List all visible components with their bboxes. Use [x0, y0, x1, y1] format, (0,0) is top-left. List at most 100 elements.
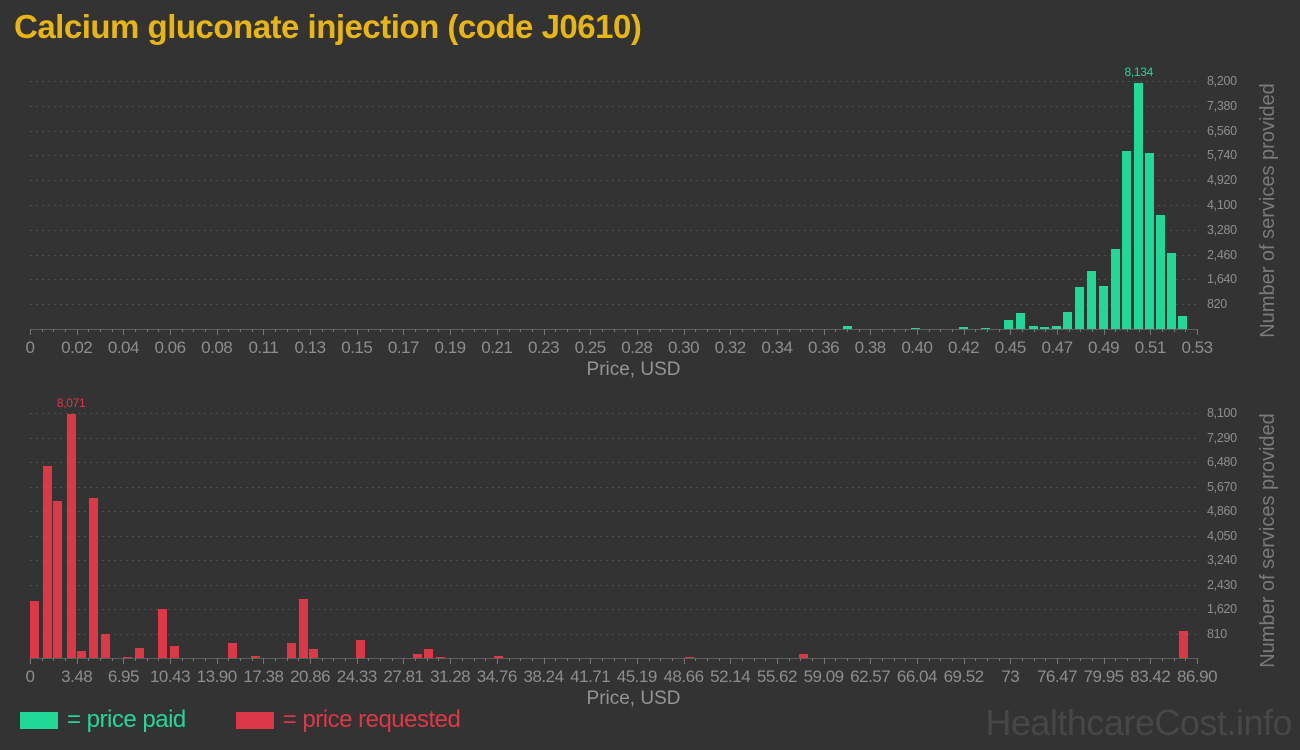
x-axis-tick	[555, 329, 557, 332]
x-axis-tick	[1045, 329, 1047, 332]
x-axis-tick	[846, 658, 848, 661]
bar-price-requested[interactable]	[169, 646, 179, 658]
bar-price-requested[interactable]	[100, 634, 110, 658]
bar-price-requested[interactable]	[30, 600, 39, 658]
x-axis-tick	[730, 329, 732, 335]
bar-price-requested[interactable]	[298, 599, 308, 658]
x-axis-tick	[438, 658, 440, 661]
bar-price-paid[interactable]	[1039, 327, 1049, 329]
x-axis-tick	[1138, 329, 1140, 332]
bar-price-requested[interactable]	[684, 657, 694, 658]
x-tick-label: 0.13	[294, 338, 327, 357]
bar-price-requested[interactable]	[355, 640, 365, 658]
gridline	[30, 254, 1197, 256]
gridline	[30, 130, 1197, 132]
x-axis-tick	[671, 658, 673, 661]
x-axis-tick	[916, 658, 918, 664]
x-axis-title: Price, USD	[586, 359, 681, 380]
bar-price-requested[interactable]	[42, 465, 52, 658]
x-axis-tick	[753, 658, 755, 661]
bar-price-requested[interactable]	[66, 413, 76, 658]
x-axis-tick	[380, 658, 382, 661]
x-axis-tick	[310, 329, 312, 335]
gridline	[30, 180, 1197, 182]
bar-price-requested[interactable]	[228, 642, 238, 658]
x-axis-tick	[100, 329, 101, 332]
y-tick-label: 7,380	[1207, 98, 1237, 113]
bar-price-paid[interactable]	[910, 327, 920, 329]
bar-price-paid[interactable]	[1004, 319, 1014, 329]
x-tick-label: 0.28	[621, 338, 653, 357]
bar-price-paid[interactable]	[1122, 150, 1132, 329]
plot-area: 8,134	[30, 65, 1197, 329]
bar-price-paid[interactable]	[1051, 326, 1061, 329]
legend-label-price-requested: = price requested	[282, 706, 461, 733]
gridline	[30, 229, 1197, 231]
x-axis-tick	[450, 658, 452, 664]
bar-price-paid[interactable]	[1016, 313, 1026, 329]
bar-price-paid[interactable]	[1178, 316, 1188, 329]
bar-price-paid[interactable]	[1145, 152, 1155, 329]
x-tick-label: 6.95	[107, 667, 140, 686]
x-axis-tick	[356, 658, 358, 664]
x-axis-tick	[88, 658, 90, 661]
bar-price-paid[interactable]	[1111, 248, 1121, 329]
bar-price-paid[interactable]	[1156, 215, 1166, 329]
bar-price-paid[interactable]	[1134, 83, 1144, 329]
bar-price-requested[interactable]	[309, 649, 319, 658]
bar-price-paid[interactable]	[981, 328, 991, 329]
bar-price-paid[interactable]	[1099, 286, 1108, 329]
y-tick-label: 3,280	[1207, 222, 1237, 237]
x-tick-label: 48.66	[663, 667, 704, 686]
bar-price-paid[interactable]	[842, 326, 852, 329]
page-title: Calcium gluconate injection (code J0610)	[14, 8, 642, 45]
x-axis-tick	[1080, 658, 1082, 661]
x-axis-tick	[1138, 658, 1140, 661]
x-axis-tick	[310, 658, 312, 664]
x-axis-tick	[1162, 658, 1163, 661]
x-axis-tick	[1185, 329, 1187, 332]
bar-price-requested[interactable]	[53, 501, 63, 658]
bar-price-requested[interactable]	[89, 497, 99, 658]
x-axis-tick	[520, 329, 522, 332]
x-axis-tick	[65, 658, 66, 661]
x-axis-tick	[741, 658, 743, 661]
bar-price-requested[interactable]	[436, 657, 445, 658]
x-axis-tick	[181, 658, 183, 661]
bar-price-requested[interactable]	[424, 649, 434, 658]
x-axis-tick	[835, 329, 837, 332]
bar-price-paid[interactable]	[1028, 325, 1038, 329]
x-axis-tick	[158, 329, 160, 332]
x-axis-tick	[193, 329, 195, 332]
bar-price-requested[interactable]	[1179, 631, 1188, 658]
x-axis-tick	[461, 329, 463, 332]
bar-price-requested[interactable]	[250, 655, 260, 658]
bar-price-requested[interactable]	[799, 654, 809, 658]
y-axis-title: Number of services provided	[1248, 81, 1288, 339]
gridline	[30, 105, 1197, 107]
bar-price-paid[interactable]	[1086, 270, 1096, 329]
x-tick-label: 83.42	[1130, 667, 1171, 686]
bar-price-requested[interactable]	[123, 656, 133, 658]
bar-price-paid[interactable]	[1074, 287, 1084, 329]
y-tick-label: 1,620	[1207, 602, 1237, 616]
bar-price-requested[interactable]	[494, 655, 504, 658]
x-axis-tick	[1068, 658, 1070, 661]
bar-price-requested[interactable]	[77, 650, 87, 658]
x-tick-label: 0.38	[854, 338, 887, 357]
bar-price-requested[interactable]	[286, 643, 296, 658]
bar-price-requested[interactable]	[413, 654, 423, 658]
x-axis-tick	[636, 329, 638, 335]
x-axis-tick	[496, 329, 498, 335]
x-axis-tick	[333, 329, 335, 332]
x-axis-tick	[41, 658, 43, 661]
x-axis-tick	[963, 329, 965, 335]
bar-price-paid[interactable]	[959, 327, 969, 329]
bar-price-paid[interactable]	[1167, 252, 1177, 329]
x-axis-tick	[835, 658, 837, 661]
bar-price-requested[interactable]	[158, 609, 168, 658]
bar-price-requested[interactable]	[135, 647, 144, 658]
bar-price-paid[interactable]	[1062, 311, 1072, 329]
x-axis-tick	[438, 329, 440, 332]
x-axis-tick	[170, 658, 171, 664]
